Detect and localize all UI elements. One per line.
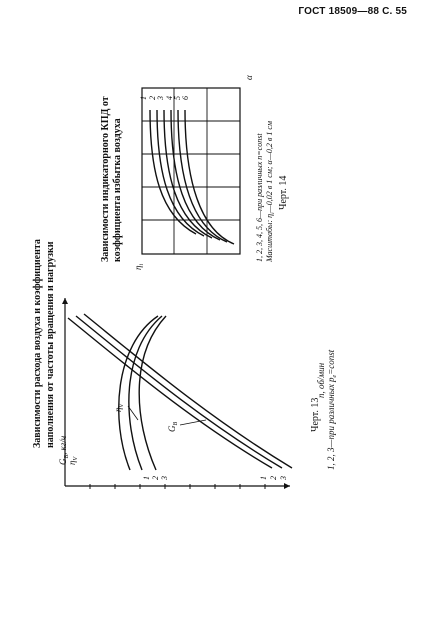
fig13-gb-num-1: 1 [259,476,268,480]
fig13-axes [62,298,290,489]
fig14-figure-label: Черт. 14 [278,176,289,210]
fig13-title-line2: наполнения от частоты вращения и нагрузк… [45,241,56,448]
fig13-gb-curves [67,313,293,469]
fig14-curve-5 [177,109,228,243]
fig14-curve-4 [170,109,221,241]
fig13-x-ticks [89,484,266,489]
fig13-gb-label: GB [167,422,179,433]
fig14-caption-line1: 1, 2, 3, 4, 5, 6—при различных n=const [255,133,264,262]
fig14-num-6: 6 [181,96,190,100]
fig13-xlabel: n, об/мин [316,362,326,398]
fig13-eta-num-1: 1 [142,476,151,480]
fig13-eta-curve-3 [138,315,167,471]
fig13-gb-curve-3 [83,313,293,469]
fig13-eta-curve-2 [128,315,163,471]
fig14-title-line2: коэффициента избытка воздуха [112,118,123,262]
fig13-caption: 1, 2, 3—при различных pe=const [326,349,338,470]
fig14-curve-6 [184,109,235,245]
fig14-grid [141,87,241,255]
fig13-figure-label: Черт. 13 [310,398,321,432]
fig14-num-5: 5 [173,96,182,100]
fig14-curve-2 [156,109,205,237]
fig13-gb-pointer [179,419,207,426]
fig13-ylabel-eta: ηV [67,456,79,465]
fig13-gb-num-2: 2 [269,476,278,480]
fig14-caption-line2: Масштабы: ηi—0,02 в 1 см; α—0,2 в 1 см [265,121,276,263]
fig14-title-line1: Зависимости индикаторного КПД от [100,96,111,262]
figure-14: Зависимости индикаторного КПД от коэффиц… [100,75,289,270]
fig13-eta-label: ηV [113,403,125,412]
fig14-curve-1 [149,109,197,235]
fig13-gb-num-3: 3 [279,476,288,481]
fig13-eta-num-2: 2 [151,476,160,480]
fig13-arrow-y [62,298,68,304]
fig14-num-2: 2 [148,96,157,100]
fig13-title-line1: Зависимости расхода воздуха и коэффициен… [32,239,43,448]
figure-13: Зависимости расхода воздуха и коэффициен… [32,239,338,489]
fig13-ylabel-g: GB, кг/ч [58,436,70,465]
fig14-curve-3 [163,109,213,239]
fig13-arrow-x [284,483,290,489]
fig14-num-1: 1 [139,96,148,100]
fig14-num-4: 4 [165,96,174,100]
fig14-xlabel: α [244,75,254,80]
fig13-gb-curve-2 [75,315,283,469]
fig14-ylabel: ηi [133,264,145,270]
fig13-gb-curve-1 [67,317,273,469]
fig13-eta-num-3: 3 [160,476,169,481]
fig14-frame [141,87,241,255]
fig13-eta-pointer [127,405,139,421]
fig13-eta-curves [118,315,167,471]
fig14-curves [149,109,235,245]
fig13-eta-curve-1 [118,315,159,471]
fig14-num-3: 3 [156,96,165,101]
page-header: ГОСТ 18509—88 С. 55 [298,6,407,17]
